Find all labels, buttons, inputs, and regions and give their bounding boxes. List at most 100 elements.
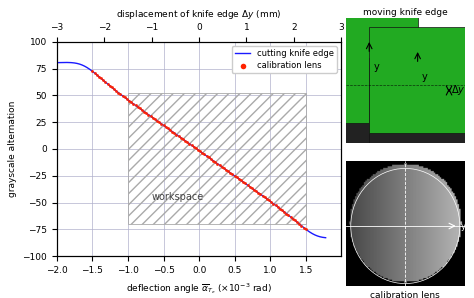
- cutting knife edge: [301, 226, 307, 230]
- calibration lens: [115, 90, 122, 95]
- calibration lens: [149, 115, 156, 120]
- calibration lens: [295, 222, 303, 226]
- calibration lens: [162, 125, 170, 129]
- calibration lens: [153, 118, 161, 123]
- calibration lens: [132, 103, 139, 108]
- FancyBboxPatch shape: [320, 48, 418, 170]
- calibration lens: [216, 163, 223, 167]
- calibration lens: [186, 141, 193, 146]
- calibration lens: [89, 69, 96, 74]
- calibration lens: [201, 152, 208, 157]
- calibration lens: [246, 184, 254, 189]
- calibration lens: [274, 204, 282, 209]
- calibration lens: [302, 227, 310, 232]
- calibration lens: [104, 82, 111, 86]
- calibration lens: [100, 78, 107, 83]
- calibration lens: [244, 183, 251, 187]
- calibration lens: [134, 105, 141, 109]
- cutting knife edge: [63, 61, 69, 64]
- calibration lens: [214, 161, 221, 166]
- cutting knife edge: [323, 236, 328, 240]
- calibration lens: [252, 189, 260, 193]
- Line: cutting knife edge: cutting knife edge: [57, 63, 326, 238]
- calibration lens: [248, 186, 255, 190]
- calibration lens: [218, 164, 226, 169]
- calibration lens: [205, 155, 212, 160]
- calibration lens: [265, 198, 273, 203]
- calibration lens: [91, 71, 99, 75]
- calibration lens: [171, 131, 178, 135]
- Bar: [128, 93, 306, 224]
- calibration lens: [194, 148, 202, 152]
- calibration lens: [231, 173, 238, 178]
- calibration lens: [276, 206, 283, 211]
- cutting knife edge: [54, 61, 60, 64]
- cutting knife edge: [315, 234, 320, 238]
- calibration lens: [177, 135, 184, 140]
- calibration lens: [93, 72, 100, 77]
- calibration lens: [138, 108, 146, 112]
- calibration lens: [112, 89, 120, 93]
- calibration lens: [283, 211, 290, 216]
- calibration lens: [222, 167, 230, 172]
- calibration lens: [237, 178, 245, 183]
- calibration lens: [199, 150, 206, 155]
- calibration lens: [289, 216, 297, 221]
- calibration lens: [188, 143, 195, 148]
- calibration lens: [224, 169, 232, 174]
- calibration lens: [196, 149, 204, 154]
- Legend: cutting knife edge, calibration lens: cutting knife edge, calibration lens: [232, 46, 337, 73]
- Text: workspace: workspace: [152, 192, 204, 202]
- calibration lens: [151, 117, 159, 122]
- calibration lens: [257, 192, 264, 197]
- Text: y: y: [422, 72, 428, 82]
- calibration lens: [287, 215, 294, 219]
- calibration lens: [293, 220, 301, 225]
- cutting knife edge: [167, 128, 173, 132]
- calibration lens: [261, 195, 269, 200]
- calibration lens: [95, 74, 103, 79]
- calibration lens: [97, 76, 105, 81]
- calibration lens: [211, 160, 219, 164]
- calibration lens: [210, 158, 217, 163]
- calibration lens: [140, 109, 148, 114]
- calibration lens: [128, 100, 135, 105]
- Text: y: y: [461, 221, 466, 231]
- Title: moving knife edge: moving knife edge: [363, 8, 447, 17]
- X-axis label: displacement of knife edge $\Delta y$ (mm): displacement of knife edge $\Delta y$ (m…: [116, 8, 282, 21]
- calibration lens: [147, 114, 155, 119]
- calibration lens: [164, 126, 172, 131]
- FancyBboxPatch shape: [369, 58, 466, 181]
- calibration lens: [242, 181, 249, 186]
- calibration lens: [123, 97, 131, 102]
- calibration lens: [168, 129, 176, 134]
- calibration lens: [166, 128, 174, 132]
- calibration lens: [183, 140, 191, 145]
- calibration lens: [157, 122, 165, 126]
- calibration lens: [125, 98, 133, 103]
- calibration lens: [192, 146, 200, 151]
- calibration lens: [281, 209, 288, 214]
- calibration lens: [190, 145, 198, 149]
- calibration lens: [300, 225, 307, 230]
- X-axis label: deflection angle $\overline{\alpha}_{T_e}$ ($\times$10$^{-3}$ rad): deflection angle $\overline{\alpha}_{T_e…: [126, 280, 272, 296]
- calibration lens: [298, 224, 305, 228]
- calibration lens: [239, 180, 247, 184]
- FancyBboxPatch shape: [320, 17, 418, 123]
- calibration lens: [270, 201, 277, 206]
- calibration lens: [101, 80, 109, 85]
- calibration lens: [175, 134, 182, 139]
- FancyBboxPatch shape: [369, 27, 466, 133]
- calibration lens: [227, 170, 234, 175]
- calibration lens: [160, 123, 167, 128]
- Text: $\Delta y$: $\Delta y$: [451, 83, 465, 97]
- calibration lens: [136, 106, 144, 111]
- calibration lens: [259, 193, 266, 198]
- calibration lens: [173, 132, 180, 137]
- calibration lens: [220, 166, 228, 170]
- Title: calibration lens: calibration lens: [370, 291, 440, 298]
- calibration lens: [106, 83, 113, 88]
- calibration lens: [119, 94, 127, 98]
- calibration lens: [181, 138, 189, 143]
- Y-axis label: grayscale alternation: grayscale alternation: [8, 101, 17, 197]
